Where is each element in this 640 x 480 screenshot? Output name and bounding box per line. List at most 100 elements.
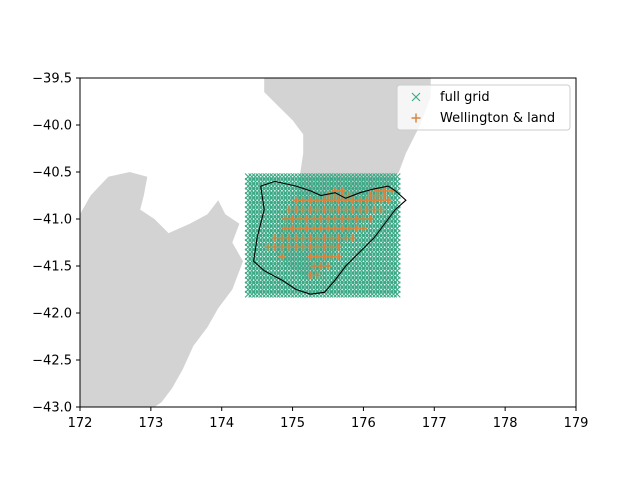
wellington-land-point [299,206,307,214]
wellington-land-point [313,206,321,214]
plot-frame [79,77,577,408]
wellington-land-point [306,196,314,204]
wellington-region-outline [253,180,407,295]
x-tick-label: 174 [209,416,234,431]
y-tick-label: −43.0 [32,401,72,416]
wellington-land-point [324,262,332,270]
wellington-land-point [345,215,353,223]
wellington-land-point [345,224,353,232]
wellington-land-point [317,215,325,223]
wellington-land-point [285,243,293,251]
legend-frame [396,84,571,131]
x-tick-label: 176 [351,416,376,431]
legend-label-wellington-land: Wellington & land [440,111,555,126]
wellington-land-point [320,243,328,251]
wellington-land-point [331,215,339,223]
full-grid-point [393,290,401,298]
wellington-land-point [299,196,307,204]
wellington-land-point [306,253,314,261]
wellington-land-point [328,243,336,251]
x-tick-label: 172 [68,416,93,431]
legend-marker-full-grid [411,92,421,102]
wellington-land-point [377,206,385,214]
wellington-land-point [264,243,272,251]
x-tick-label: 177 [422,416,447,431]
y-tick-label: −40.5 [32,166,72,181]
wellington-land-point [278,234,286,242]
y-tick-label: −42.5 [32,354,72,369]
wellington-land-point [359,215,367,223]
y-tick-label: −40.0 [32,119,72,134]
wellington-land-point [306,206,314,214]
wellington-land-point [356,196,364,204]
wellington-land-point [338,215,346,223]
wellington-land-point [363,196,371,204]
x-tick-label: 173 [138,416,163,431]
wellington-land-point [306,234,314,242]
wellington-land-point [324,215,332,223]
wellington-land-point [331,224,339,232]
wellington-land-point [313,271,321,279]
wellington-land-point [303,224,311,232]
wellington-land-point [363,206,371,214]
wellington-land-point [349,234,357,242]
wellington-land-point [367,215,375,223]
wellington-land-point [359,224,367,232]
y-tick-label: −42.0 [32,307,72,322]
wellington-land-point [299,234,307,242]
y-tick-label: −39.5 [32,72,72,87]
wellington-land-point [313,253,321,261]
wellington-land-point [328,196,336,204]
region-boundary [253,180,407,295]
wellington-land-point [299,243,307,251]
wellington-land-point [320,206,328,214]
wellington-land-series [264,187,396,279]
wellington-land-point [320,196,328,204]
wellington-land-point [352,224,360,232]
wellington-land-point [303,215,311,223]
wellington-land-point [310,215,318,223]
wellington-land-point [335,253,343,261]
wellington-land-point [342,234,350,242]
wellington-land-point [292,196,300,204]
wellington-land-point [281,224,289,232]
wellington-land-point [292,243,300,251]
wellington-land-point [278,243,286,251]
wellington-land-point [296,215,304,223]
wellington-land-point [320,234,328,242]
wellington-land-point [352,215,360,223]
wellington-land-point [384,196,392,204]
wellington-land-point [289,215,297,223]
wellington-land-point [328,234,336,242]
wellington-land-point [374,192,382,199]
wellington-land-point [349,196,357,204]
wellington-land-point [342,206,350,214]
wellington-land-point [306,271,314,279]
wellington-land-point [335,234,343,242]
wellington-land-point [271,234,279,242]
wellington-land-point [285,234,293,242]
legend-marker-x [411,92,421,102]
legend-label-full-grid: full grid [440,90,490,105]
wellington-land-point [381,192,389,199]
wellington-land-point [367,192,375,199]
wellington-land-point [328,253,336,261]
wellington-land-point [335,243,343,251]
wellington-land-point [306,243,314,251]
y-axis: −39.5 −40.0 −40.5 −41.0 −41.5 −42.0 −42.5 −43.0 [32,72,80,416]
y-tick-label: −41.0 [32,213,72,228]
wellington-land-point [324,192,332,199]
wellington-land-point [370,196,378,204]
wellington-land-point [356,206,364,214]
wellington-land-point [335,206,343,214]
wellington-land-point [313,243,321,251]
wellington-land-point [335,196,343,204]
x-tick-label: 175 [280,416,305,431]
wellington-land-point [349,206,357,214]
wellington-land-point [317,262,325,270]
wellington-land-point [310,224,318,232]
wellington-land-point [281,215,289,223]
y-tick-label: −41.5 [32,260,72,275]
wellington-land-point [271,243,279,251]
